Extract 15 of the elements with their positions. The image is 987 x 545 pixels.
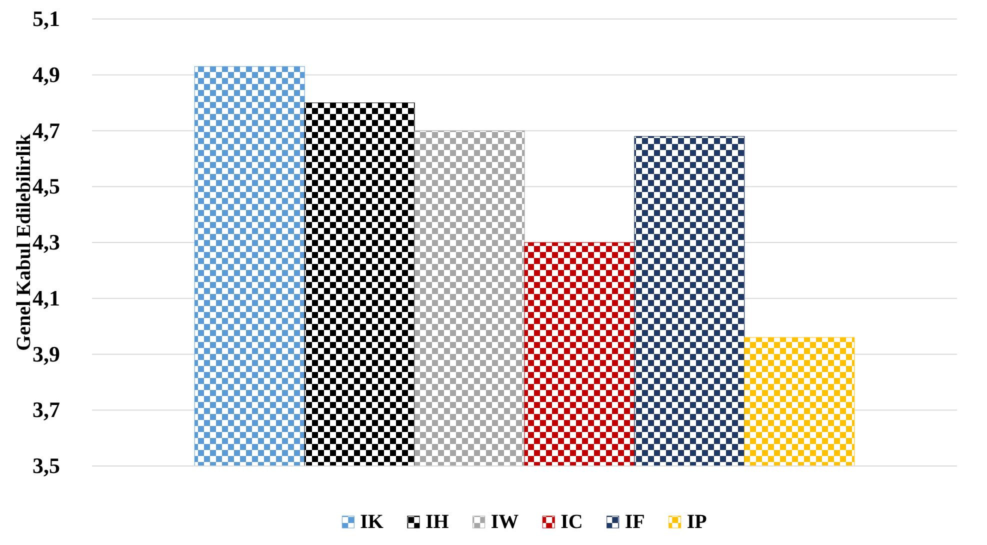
y-tick-label: 4,5 — [32, 174, 60, 199]
y-tick-label: 3,7 — [32, 397, 60, 422]
legend-label: IP — [686, 511, 707, 533]
y-tick-label: 4,1 — [32, 285, 60, 310]
legend-label: IF — [624, 511, 645, 533]
y-tick-label: 4,9 — [32, 62, 60, 87]
legend-label: IC — [560, 511, 583, 533]
y-tick-label: 4,7 — [32, 118, 60, 143]
legend-label: IH — [425, 511, 450, 533]
legend-label: IK — [360, 511, 384, 533]
y-tick-label: 3,9 — [32, 341, 60, 366]
y-tick-label: 4,3 — [32, 230, 60, 255]
y-tick-label: 5,1 — [32, 6, 60, 32]
y-tick-label: 3,5 — [32, 453, 60, 478]
legend-label: IW — [490, 511, 519, 533]
